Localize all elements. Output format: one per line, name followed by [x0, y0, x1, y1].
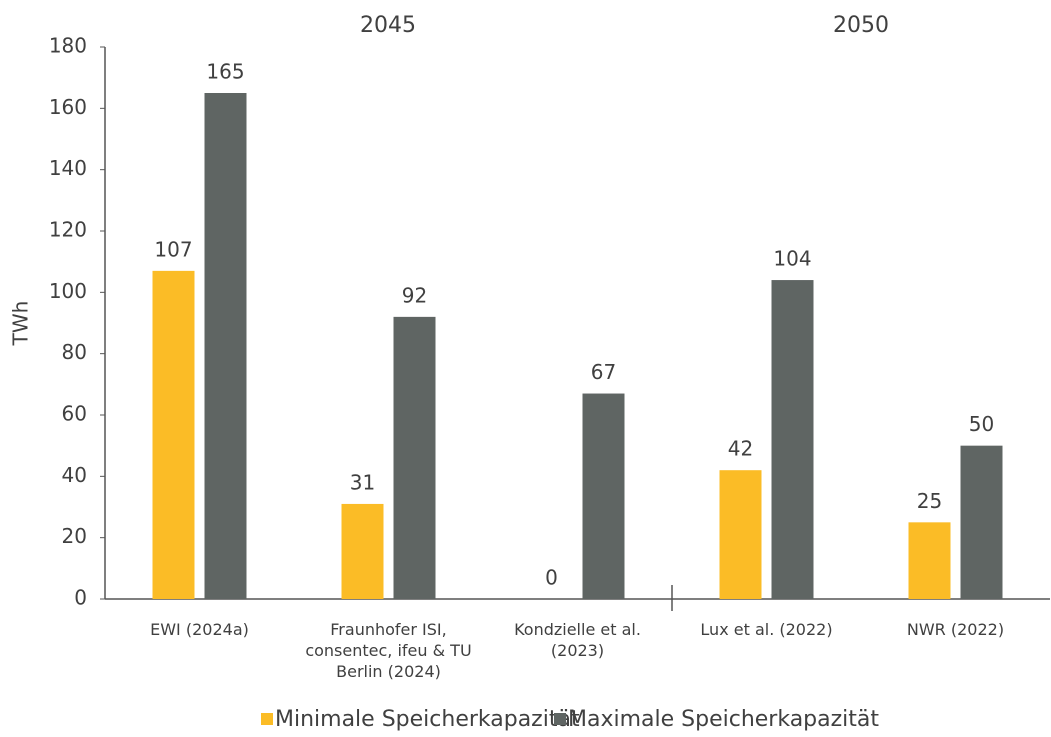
bar	[908, 522, 951, 599]
legend-label: Minimale Speicherkapazität	[275, 707, 580, 732]
y-tick-label: 160	[49, 95, 87, 119]
value-label: 42	[728, 437, 753, 461]
y-tick-label: 40	[62, 463, 87, 487]
value-label: 31	[350, 470, 375, 494]
value-label: 67	[591, 360, 616, 384]
x-tick-label: Kondzielle et al. (2023)	[514, 620, 641, 660]
legend-swatch	[261, 713, 273, 725]
group-label: 2050	[833, 13, 889, 38]
x-tick-label: Fraunhofer ISI, consentec, ifeu & TU Ber…	[305, 620, 472, 681]
legend-swatch	[554, 713, 566, 725]
y-tick-label: 180	[49, 34, 87, 58]
value-label: 104	[773, 247, 811, 271]
bar	[719, 470, 762, 599]
bar	[393, 316, 436, 599]
bar	[152, 270, 195, 599]
value-label: 92	[402, 283, 427, 307]
value-label: 50	[969, 412, 994, 436]
y-tick-label: 100	[49, 279, 87, 303]
bar	[771, 280, 814, 599]
bar	[960, 445, 1003, 599]
bar	[341, 503, 384, 599]
group-label: 2045	[360, 13, 416, 38]
value-label: 0	[545, 566, 558, 590]
y-tick-label: 0	[74, 586, 87, 610]
value-label: 25	[917, 489, 942, 513]
x-tick-label: EWI (2024a)	[150, 620, 249, 639]
bar	[582, 393, 625, 599]
value-label: 107	[154, 237, 192, 261]
y-tick-label: 120	[49, 218, 87, 242]
y-axis-label: TWh	[9, 301, 33, 347]
legend-label: Maximale Speicherkapazität	[568, 707, 879, 732]
x-tick-label: NWR (2022)	[906, 620, 1005, 639]
y-tick-label: 60	[62, 402, 87, 426]
y-tick-label: 140	[49, 156, 87, 180]
bar	[204, 93, 247, 599]
y-tick-label: 20	[62, 524, 87, 548]
x-tick-label: Lux et al. (2022)	[700, 620, 833, 639]
value-label: 165	[206, 60, 244, 84]
y-tick-label: 80	[62, 340, 87, 364]
